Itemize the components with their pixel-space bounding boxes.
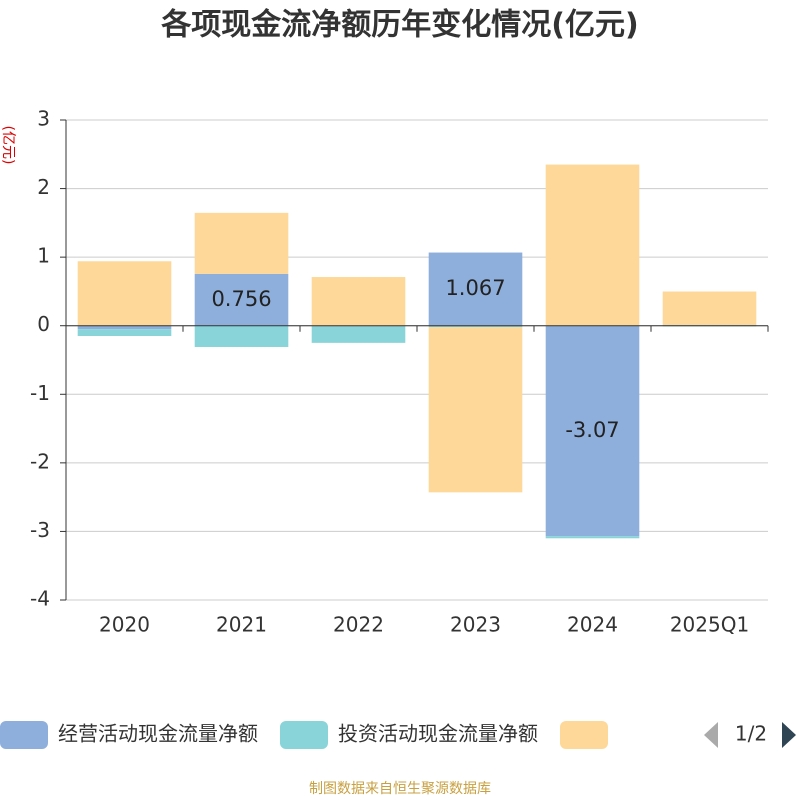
x-tick-label: 2023 [450,613,501,637]
data-label: 0.756 [211,287,271,311]
x-tick-label: 2022 [333,613,384,637]
bar [77,329,172,336]
bar [428,252,523,326]
legend-next[interactable] [782,722,796,748]
y-tick-label: -3 [30,518,50,542]
x-tick-label: 2024 [567,613,618,637]
bar [194,273,289,326]
y-tick-label: 3 [37,107,50,131]
bar [428,325,523,328]
y-tick-label: -1 [30,381,50,405]
bar [545,325,640,537]
bar [545,536,640,539]
y-tick-label: -4 [30,587,50,611]
bar [545,164,640,326]
bar [77,325,172,330]
bar [194,325,289,347]
legend-swatch [0,721,48,749]
y-tick-label: 0 [37,312,50,336]
data-label: -3.07 [565,418,619,442]
x-tick-label: 2025Q1 [670,613,749,637]
y-axis-label: (亿元) [0,126,16,165]
x-tick-label: 2020 [99,613,150,637]
bar [194,212,289,274]
chart-title: 各项现金流净额历年变化情况(亿元) [160,8,638,43]
legend-label: 投资活动现金流量净额 [338,722,538,746]
x-tick-label: 2021 [216,613,267,637]
bar [662,291,757,326]
data-label: 1.067 [445,276,505,300]
legend-swatch [560,721,608,749]
bar [77,261,172,326]
bar [311,326,406,343]
bar [311,277,406,326]
bar [428,327,523,493]
legend-prev[interactable] [704,722,718,748]
legend-label: 经营活动现金流量净额 [58,722,258,746]
y-tick-label: 1 [37,244,50,268]
legend-swatch [280,721,328,749]
source: 制图数据来自恒生聚源数据库 [309,781,491,797]
legend-page: 1/2 [735,722,767,746]
y-tick-label: 2 [37,175,50,199]
y-tick-label: -2 [30,449,50,473]
